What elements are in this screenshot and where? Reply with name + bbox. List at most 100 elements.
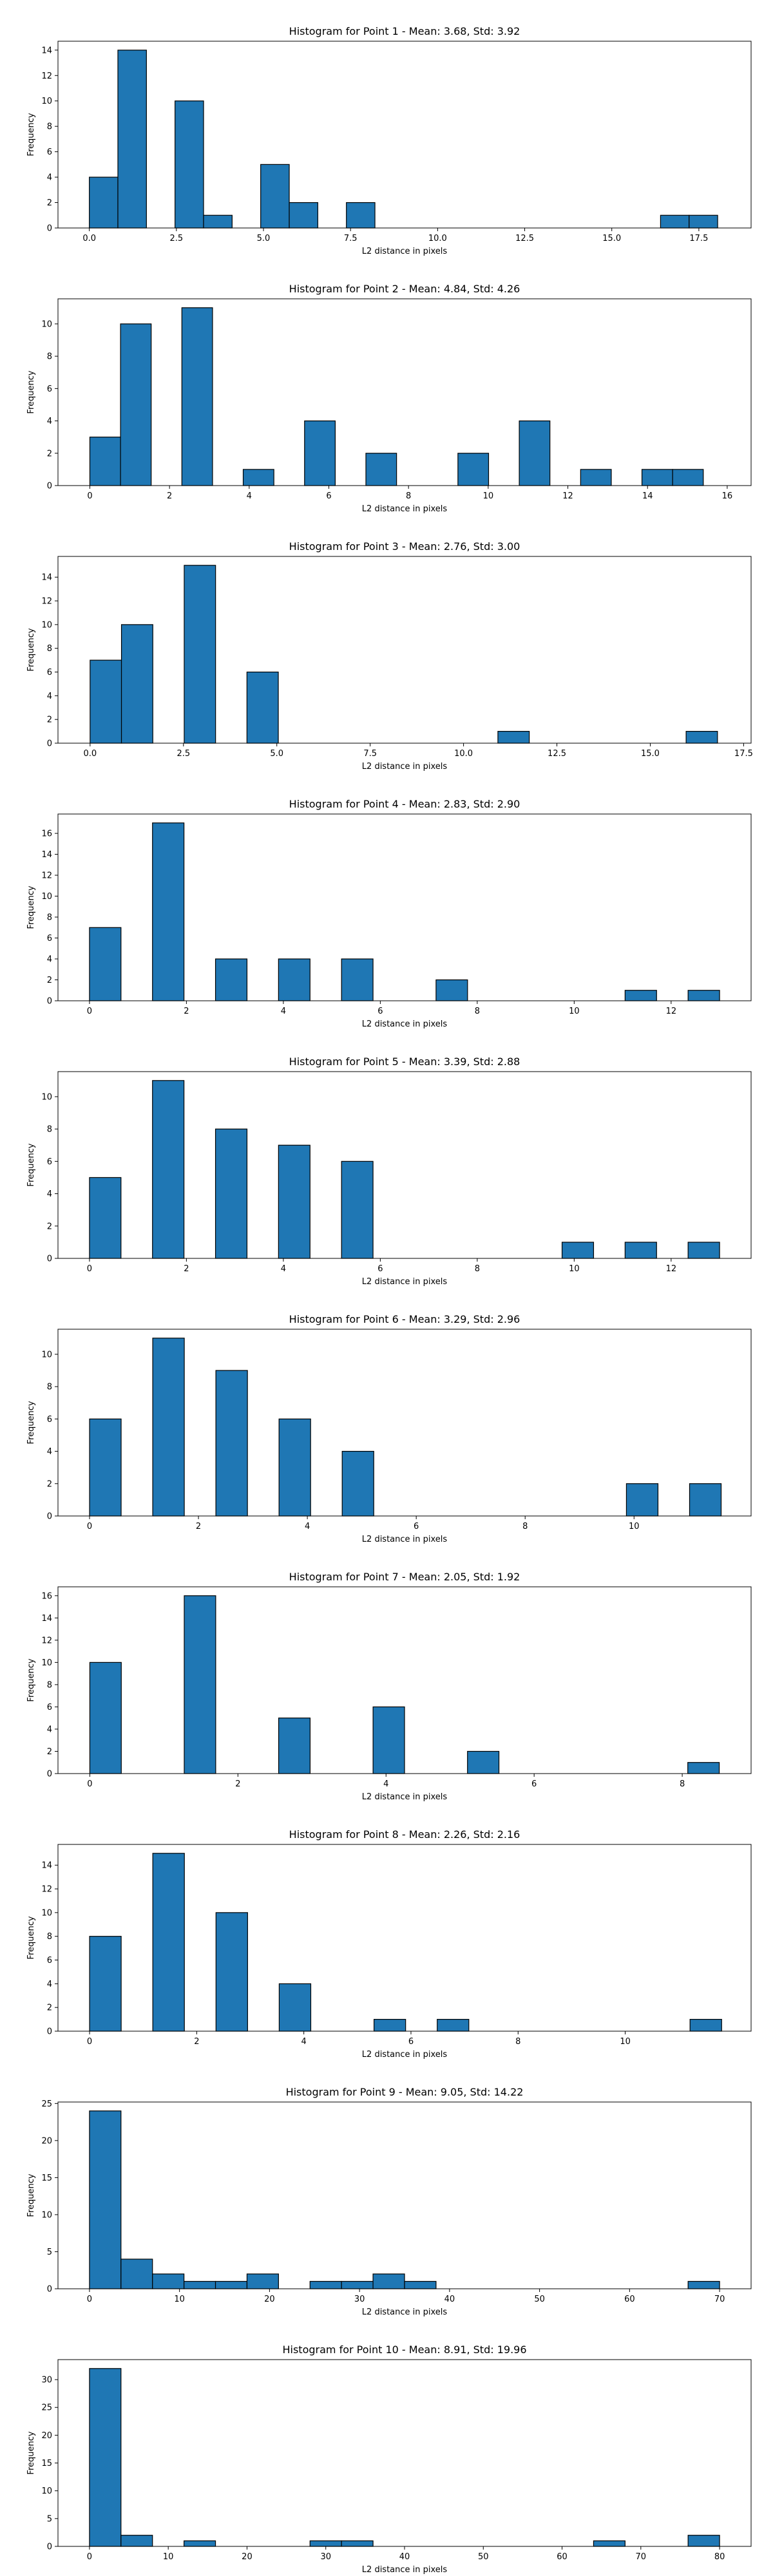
x-tick-label: 0.0 [84, 749, 97, 759]
x-tick-label: 10 [620, 2037, 631, 2047]
y-tick-label: 6 [47, 1415, 52, 1425]
histogram-bar [242, 469, 274, 486]
y-tick-label: 0 [47, 997, 52, 1007]
chart-title: Histogram for Point 7 - Mean: 2.05, Std:… [289, 1571, 520, 1583]
histogram-bar [152, 822, 185, 1001]
y-tick-label: 8 [47, 1383, 52, 1392]
y-tick-label: 10 [41, 1658, 52, 1668]
x-tick-label: 0.0 [82, 234, 96, 243]
y-tick-label: 20 [41, 2431, 52, 2441]
y-tick-label: 4 [47, 955, 52, 965]
x-tick-label: 0 [87, 2552, 92, 2562]
y-tick-label: 8 [47, 644, 52, 654]
x-axis-label: L2 distance in pixels [362, 247, 448, 256]
x-tick-label: 2 [167, 491, 172, 501]
x-tick-label: 17.5 [734, 749, 753, 759]
histogram-bar [215, 1370, 248, 1517]
x-tick-label: 7.5 [363, 749, 377, 759]
x-tick-label: 4 [305, 1522, 310, 1531]
histogram-panel-2: Histogram for Point 2 - Mean: 4.84, Std:… [26, 283, 752, 514]
histogram-bar [687, 1762, 720, 1774]
x-tick-label: 2 [184, 1007, 189, 1016]
chart-title: Histogram for Point 5 - Mean: 3.39, Std:… [289, 1056, 520, 1068]
x-tick-label: 8 [406, 491, 411, 501]
x-tick-label: 40 [399, 2552, 410, 2562]
y-tick-label: 6 [47, 1703, 52, 1712]
histogram-bar [689, 214, 718, 229]
y-tick-label: 5 [47, 2248, 52, 2257]
x-tick-label: 2 [184, 1264, 189, 1274]
y-tick-label: 0 [47, 1770, 52, 1779]
y-tick-label: 4 [47, 417, 52, 426]
x-tick-label: 0 [87, 1779, 92, 1789]
x-tick-label: 7.5 [344, 234, 358, 243]
y-tick-label: 4 [47, 692, 52, 701]
x-tick-label: 4 [281, 1264, 286, 1274]
histogram-bar [184, 1595, 216, 1774]
histogram-bar [580, 469, 612, 486]
x-tick-label: 8 [515, 2037, 520, 2047]
y-tick-label: 8 [47, 1680, 52, 1690]
y-axis-label: Frequency [26, 628, 36, 671]
x-tick-label: 4 [281, 1007, 286, 1016]
histogram-bar [278, 1418, 311, 1517]
histogram-bar [152, 1080, 185, 1259]
y-tick-label: 12 [41, 1636, 52, 1645]
plot-frame [57, 1844, 752, 2032]
x-tick-label: 12 [666, 1007, 677, 1016]
histogram-bar [404, 2280, 437, 2289]
y-tick-label: 10 [41, 97, 52, 106]
y-tick-label: 15 [41, 2174, 52, 2183]
x-tick-label: 50 [478, 2552, 489, 2562]
histogram-bar [304, 420, 336, 486]
histogram-bar [309, 2540, 342, 2547]
x-axis-label: L2 distance in pixels [362, 1019, 448, 1029]
x-tick-label: 6 [326, 491, 331, 501]
x-tick-label: 10.0 [454, 749, 473, 759]
x-tick-label: 2 [196, 1522, 201, 1531]
y-axis-label: Frequency [26, 370, 36, 413]
histogram-bar [372, 2273, 405, 2289]
y-axis-label: Frequency [26, 886, 36, 929]
y-tick-label: 10 [41, 2486, 52, 2496]
y-tick-label: 25 [41, 2403, 52, 2413]
histogram-bar [89, 2368, 122, 2547]
histogram-bar [467, 1750, 500, 1774]
histogram-bar [89, 176, 119, 229]
y-tick-label: 10 [41, 1092, 52, 1102]
x-tick-label: 0 [87, 1007, 92, 1016]
histogram-bar [181, 307, 213, 486]
x-tick-label: 12 [562, 491, 573, 501]
y-tick-label: 14 [41, 1614, 52, 1624]
x-tick-label: 2 [194, 2037, 199, 2047]
plot-frame [57, 1071, 752, 1259]
y-tick-label: 25 [41, 2099, 52, 2109]
x-tick-label: 12.5 [515, 234, 534, 243]
histogram-bar [175, 100, 204, 229]
histogram-panel-1: Histogram for Point 1 - Mean: 3.68, Std:… [26, 25, 752, 256]
histogram-bar [685, 730, 718, 744]
y-tick-label: 4 [47, 1189, 52, 1199]
chart-title: Histogram for Point 9 - Mean: 9.05, Std:… [286, 2086, 524, 2098]
x-tick-label: 5.0 [270, 749, 283, 759]
y-tick-label: 2 [47, 976, 52, 985]
y-tick-label: 12 [41, 71, 52, 81]
chart-title: Histogram for Point 1 - Mean: 3.68, Std:… [289, 25, 520, 37]
y-tick-label: 5 [47, 2514, 52, 2524]
x-tick-label: 4 [383, 1779, 388, 1789]
histogram-bar [89, 1177, 122, 1259]
x-tick-label: 8 [680, 1779, 685, 1789]
y-axis-label: Frequency [26, 1916, 36, 1959]
x-tick-label: 20 [264, 2295, 275, 2304]
x-tick-label: 15.0 [641, 749, 660, 759]
histogram-bar [641, 469, 673, 486]
histogram-bar [435, 979, 468, 1001]
x-tick-label: 10 [483, 491, 494, 501]
y-tick-label: 10 [41, 2210, 52, 2220]
x-tick-label: 10 [569, 1007, 580, 1016]
plot-frame [57, 1329, 752, 1517]
histogram-bar [120, 624, 153, 744]
histogram-bar [89, 1936, 122, 2032]
histogram-bar [184, 2280, 216, 2289]
